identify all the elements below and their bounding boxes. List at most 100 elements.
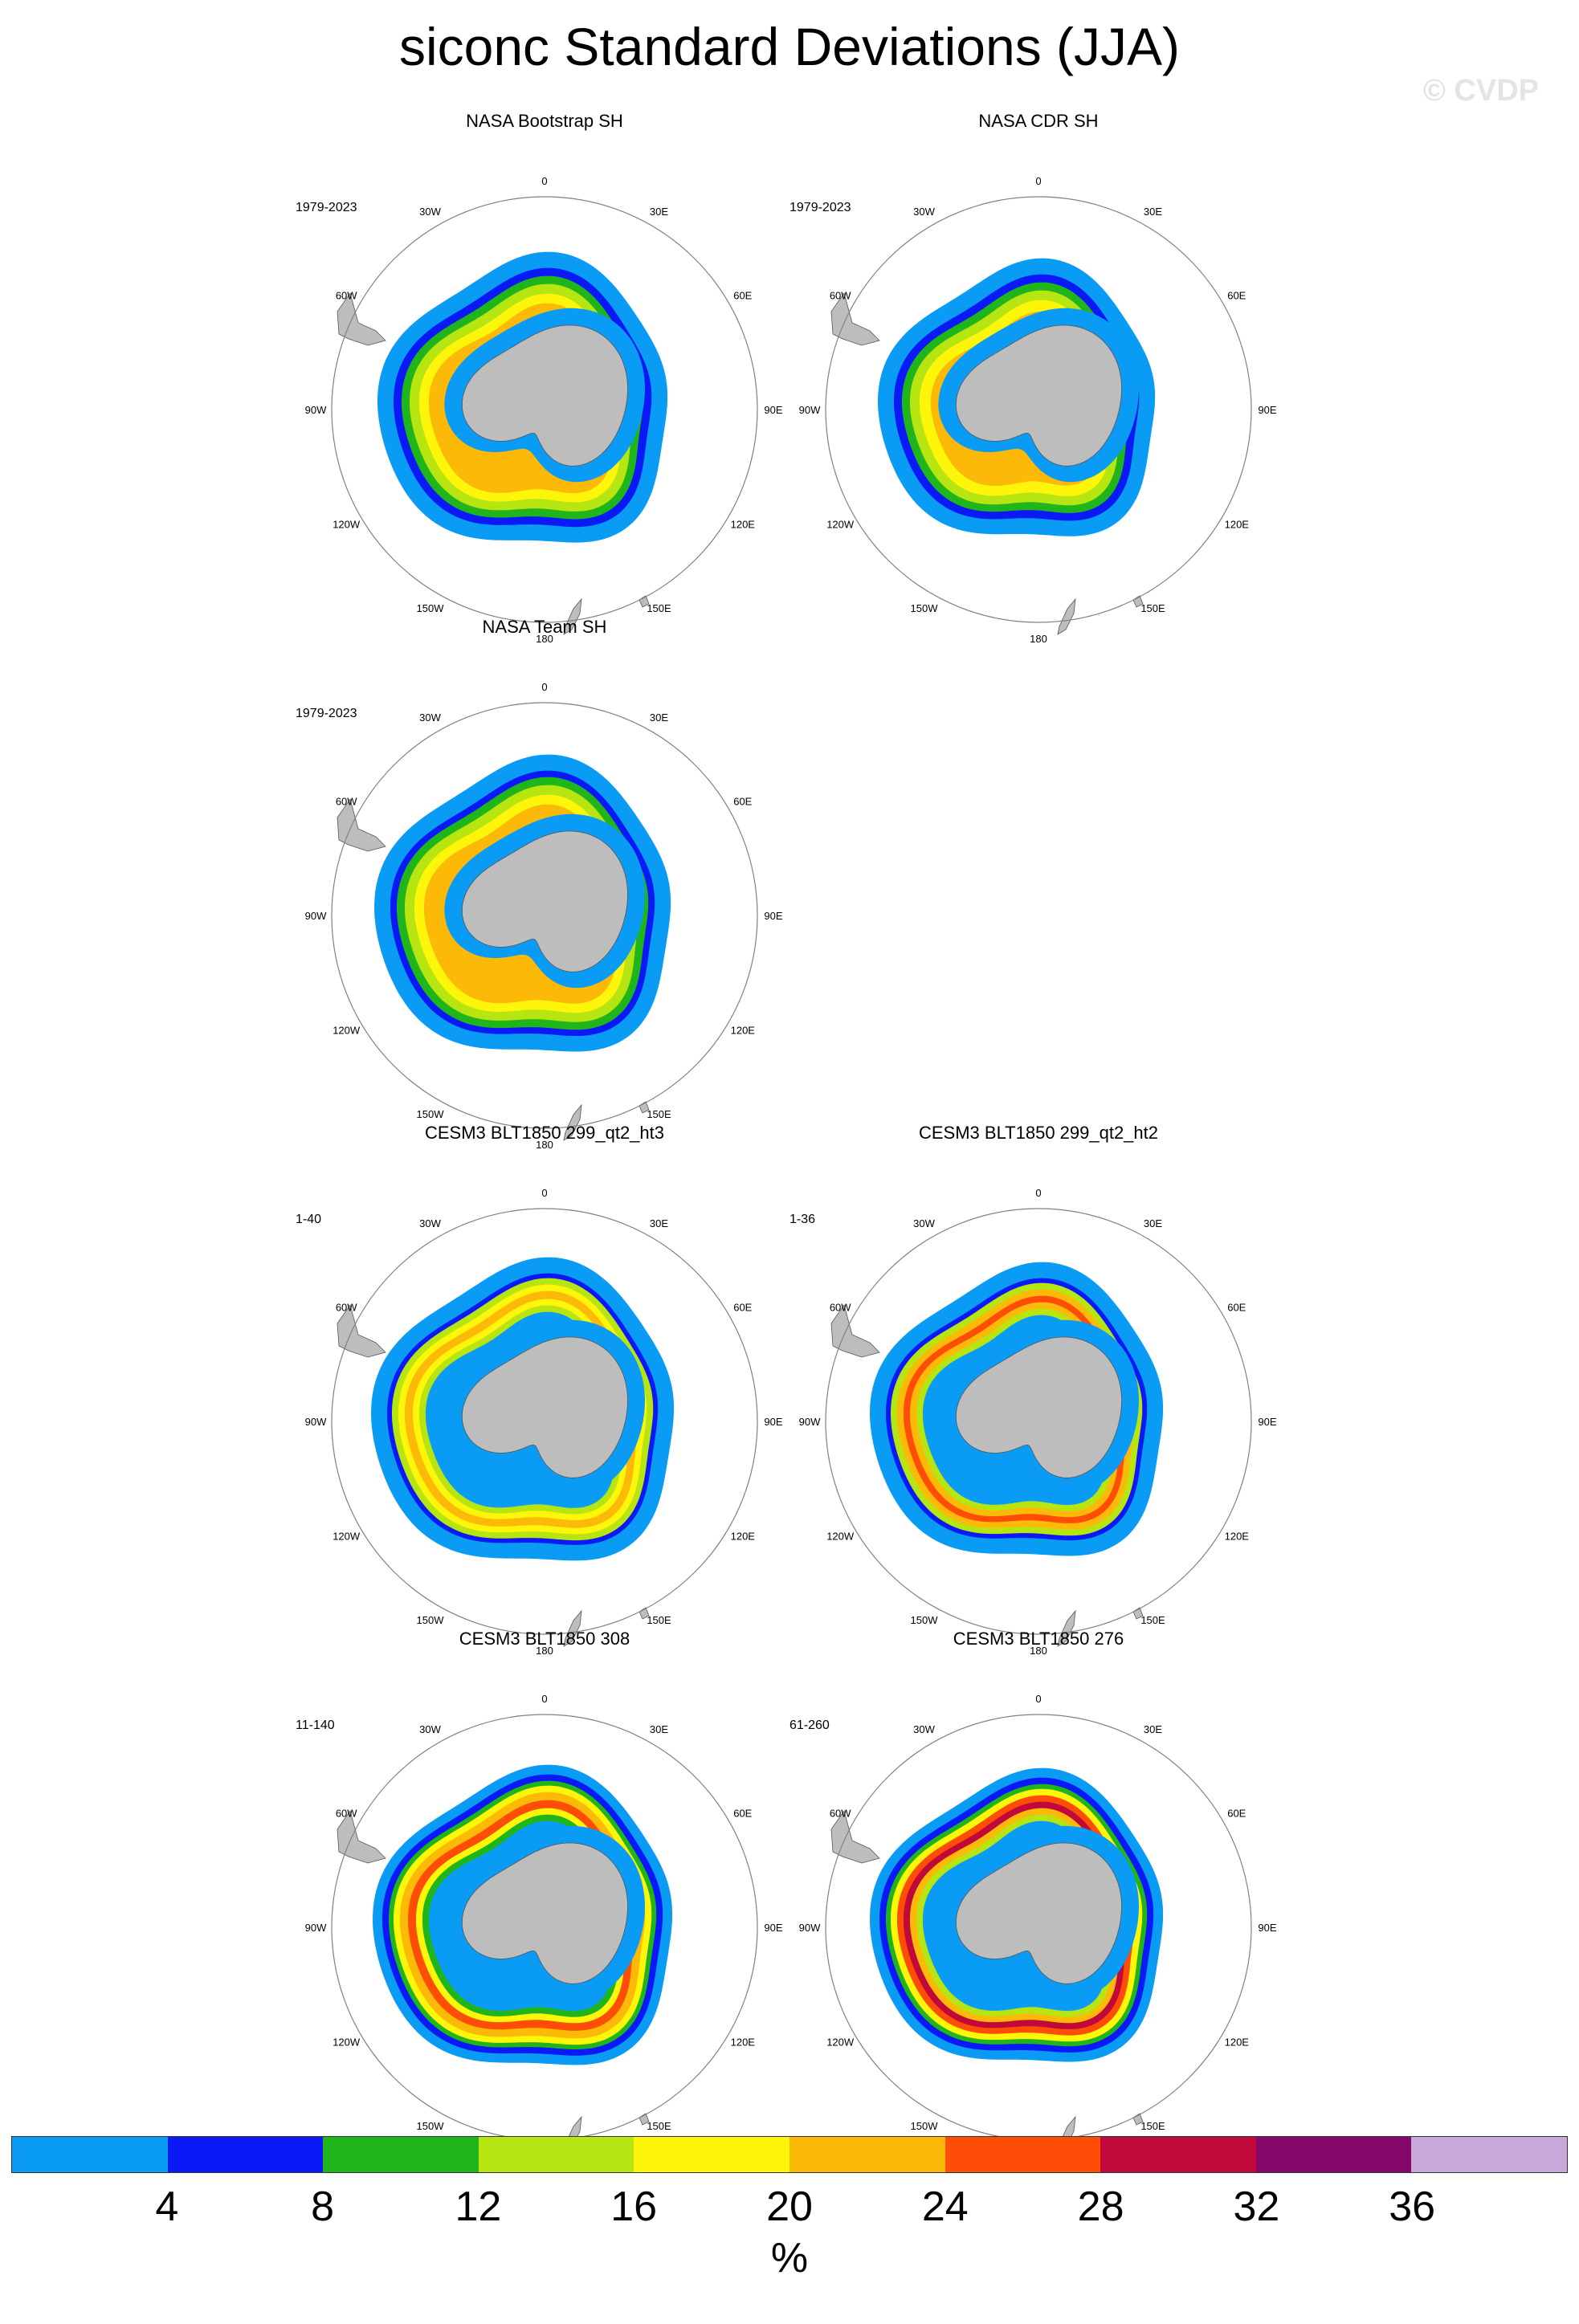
panel-title: CESM3 BLT1850 308 (459, 1629, 630, 1649)
panel-period: 61-260 (790, 1719, 830, 1732)
longitude-label: 30W (913, 1723, 935, 1735)
longitude-label: 150E (647, 602, 671, 614)
new-zealand-land (563, 1103, 582, 1141)
longitude-label: 180 (536, 633, 553, 645)
longitude-label: 120W (826, 519, 855, 531)
south-america-land (830, 292, 880, 346)
longitude-label: 60W (830, 290, 851, 302)
longitude-label: 120W (333, 519, 361, 531)
longitude-label: 30W (419, 1217, 441, 1229)
longitude-label: 30E (650, 711, 668, 724)
longitude-label: 30E (1144, 206, 1162, 218)
longitude-label: 60E (1227, 1302, 1246, 1314)
longitude-label: 120W (826, 1531, 855, 1543)
colorbar-segment (1100, 2137, 1256, 2172)
south-america-land (337, 798, 386, 852)
colorbar-segment (945, 2137, 1101, 2172)
longitude-label: 120E (731, 2037, 756, 2049)
colorbar-segment (1255, 2137, 1412, 2172)
longitude-label: 90E (1258, 1922, 1276, 1934)
longitude-label: 0 (1035, 1693, 1041, 1705)
colorbar-segment (323, 2137, 479, 2172)
longitude-label: 30W (913, 206, 935, 218)
longitude-label: 180 (1030, 633, 1047, 645)
longitude-label: 90W (799, 404, 821, 416)
longitude-label: 90W (305, 1922, 327, 1934)
longitude-label: 120E (731, 1531, 756, 1543)
panel-title: CESM3 BLT1850 276 (953, 1629, 1124, 1649)
longitude-label: 90E (764, 404, 782, 416)
longitude-label: 120W (333, 2037, 361, 2049)
longitude-label: 180 (536, 1139, 553, 1151)
panel-period: 1979-2023 (296, 707, 357, 720)
map-boundary (825, 196, 1252, 623)
antarctica-land (462, 1336, 628, 1478)
longitude-label: 90W (799, 1416, 821, 1428)
antarctica-land (956, 1336, 1122, 1478)
south-america-land (337, 292, 386, 346)
longitude-label: 120E (1225, 519, 1250, 531)
longitude-label: 60W (830, 1808, 851, 1820)
longitude-label: 60W (336, 290, 357, 302)
map-boundary (331, 702, 758, 1129)
longitude-label: 150W (911, 2120, 939, 2132)
panel-period: 1979-2023 (790, 201, 851, 214)
longitude-label: 90W (799, 1922, 821, 1934)
new-zealand-land (563, 1609, 582, 1647)
south-america-land (337, 1810, 386, 1864)
longitude-label: 90E (764, 910, 782, 922)
longitude-label: 0 (541, 1187, 547, 1199)
colorbar-segment (167, 2137, 324, 2172)
colorbar-tick-label: 4 (155, 2183, 179, 2230)
longitude-label: 30W (419, 711, 441, 724)
figure-title: siconc Standard Deviations (JJA) (398, 17, 1181, 76)
longitude-label: 120W (333, 1531, 361, 1543)
antarctica-land (956, 1842, 1122, 1984)
longitude-label: 30E (650, 1723, 668, 1735)
longitude-label: 150W (911, 1614, 939, 1626)
longitude-label: 90W (305, 404, 327, 416)
south-america-land (337, 1304, 386, 1358)
map-boundary (825, 1208, 1252, 1635)
map-panel-cesm3-ht2: CESM3 BLT1850 299_qt2_ht2 1-36 0 30E 60E 90… (781, 1123, 1295, 1678)
new-zealand-land (1057, 597, 1076, 635)
colorbar-segment (634, 2137, 790, 2172)
longitude-label: 120E (1225, 1531, 1250, 1543)
map-panel-cesm3-308: CESM3 BLT1850 308 11-140 0 30E 60E 90E 120E 1… (288, 1629, 802, 2184)
longitude-label: 120E (731, 1025, 756, 1037)
longitude-label: 120E (1225, 2037, 1250, 2049)
longitude-label: 150W (417, 602, 445, 614)
antarctica-land (462, 324, 628, 467)
longitude-label: 150E (1140, 602, 1165, 614)
colorbar-tick-label: 12 (455, 2183, 502, 2230)
colorbar-tick-label: 36 (1389, 2183, 1436, 2230)
longitude-label: 120W (333, 1025, 361, 1037)
longitude-label: 30E (650, 1217, 668, 1229)
colorbar-segment (12, 2137, 168, 2172)
map-panel-nasa-team: NASA Team SH 1979-2023 0 30E 60E 90E 120E 150… (288, 617, 802, 1172)
longitude-label: 60E (1227, 1808, 1246, 1820)
colorbar-segment (478, 2137, 634, 2172)
longitude-label: 90E (764, 1416, 782, 1428)
longitude-label: 30E (1144, 1217, 1162, 1229)
longitude-label: 60W (336, 1302, 357, 1314)
antarctica-land (956, 324, 1122, 467)
longitude-label: 0 (541, 1693, 547, 1705)
longitude-label: 150W (417, 1108, 445, 1120)
panel-period: 11-140 (296, 1719, 335, 1732)
longitude-label: 180 (1030, 1645, 1047, 1657)
longitude-label: 30W (419, 206, 441, 218)
longitude-label: 90E (764, 1922, 782, 1934)
longitude-label: 150E (647, 2120, 671, 2132)
map-panel-nasa-cdr: NASA CDR SH 1979-2023 0 30E 60E 90E 120E 150E… (781, 111, 1295, 667)
longitude-label: 150E (647, 1614, 671, 1626)
longitude-label: 90W (305, 1416, 327, 1428)
longitude-label: 150E (1140, 1614, 1165, 1626)
longitude-label: 150E (647, 1108, 671, 1120)
colorbar-tick-label: 32 (1233, 2183, 1280, 2230)
